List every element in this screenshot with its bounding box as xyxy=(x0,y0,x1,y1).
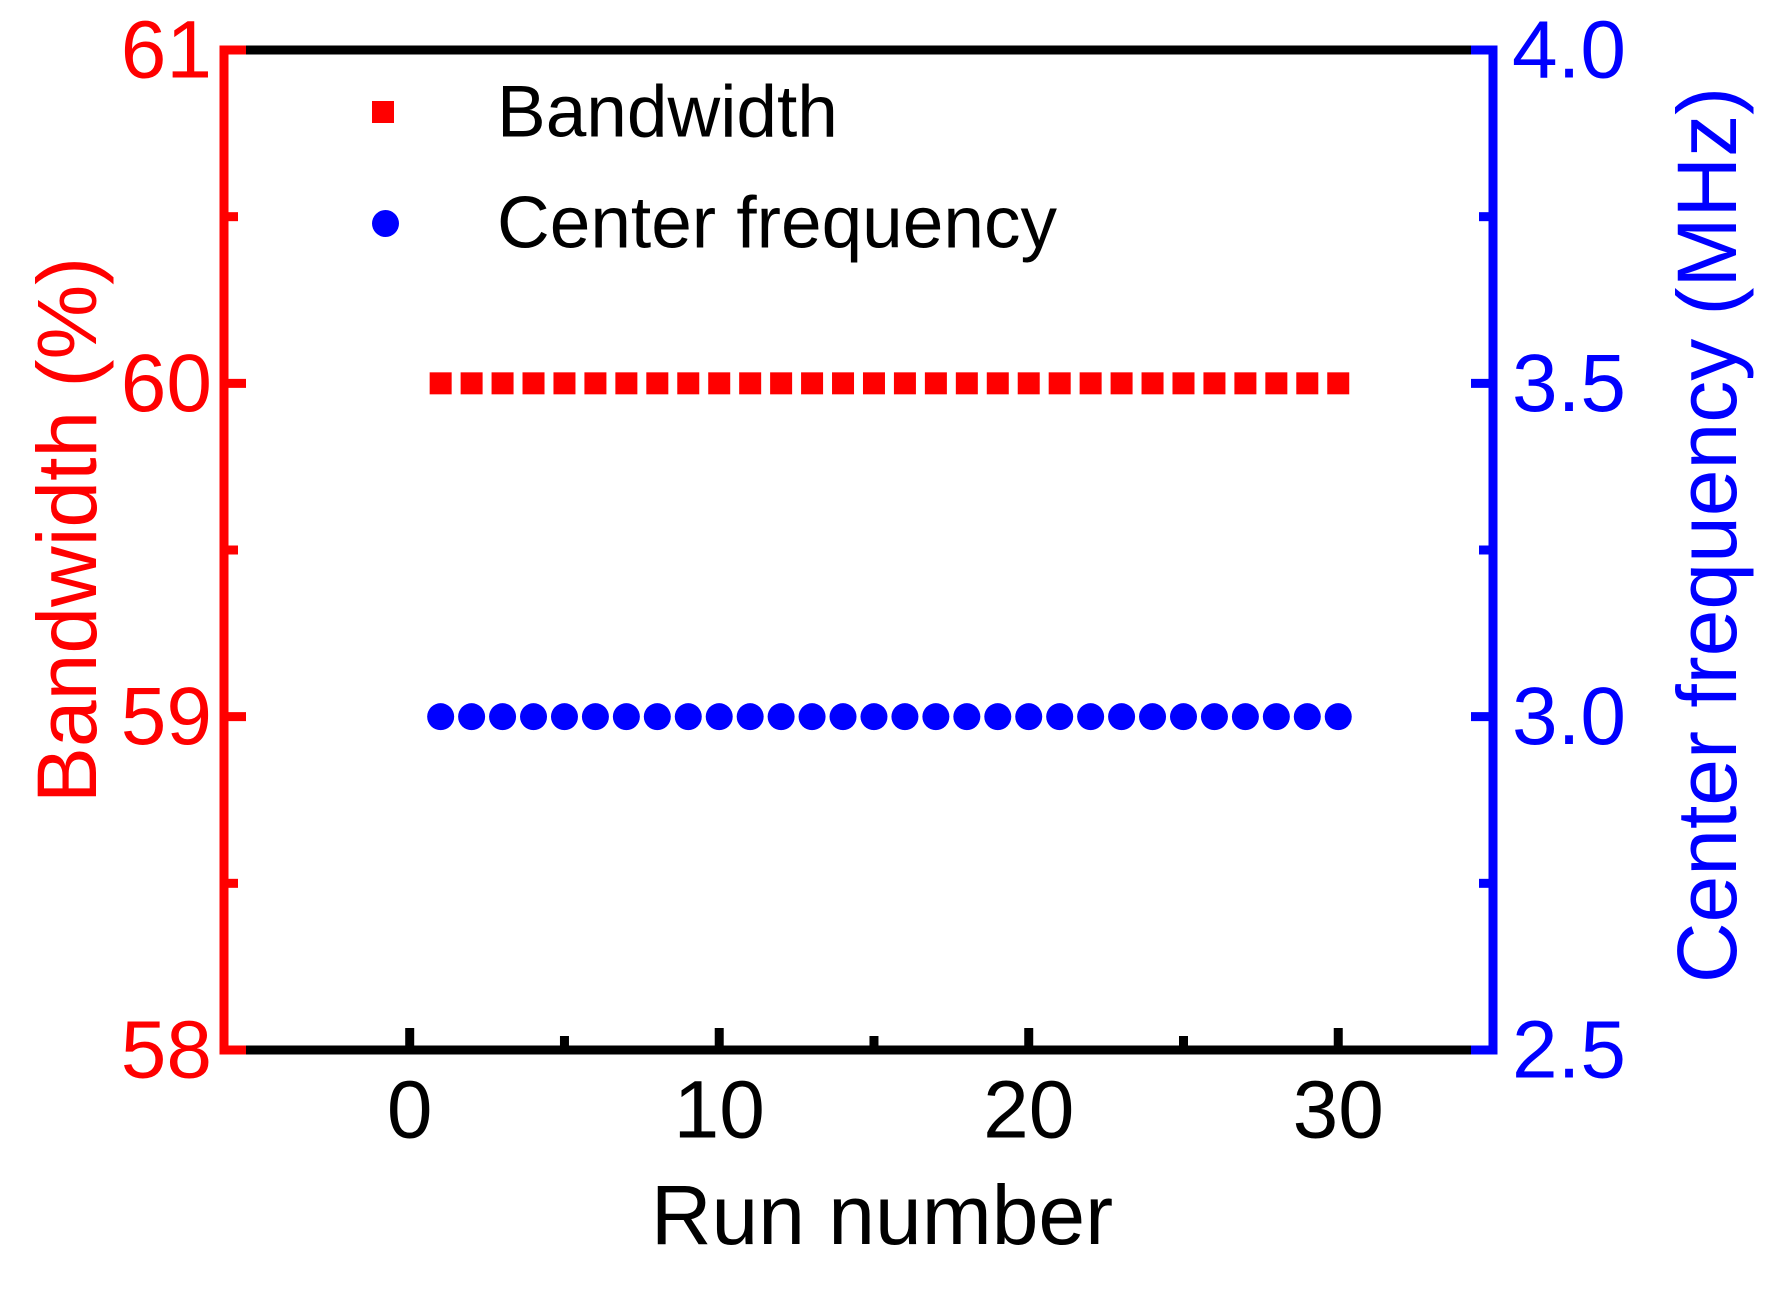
data-point-center-frequency xyxy=(1200,703,1228,731)
left-tick-label: 61 xyxy=(121,5,212,96)
right-tick-label: 4.0 xyxy=(1512,5,1626,96)
data-point-center-frequency xyxy=(1046,703,1074,731)
data-point-center-frequency xyxy=(829,703,857,731)
data-point-center-frequency xyxy=(1231,703,1259,731)
data-point-center-frequency xyxy=(1169,703,1197,731)
data-point-bandwidth xyxy=(1172,372,1195,395)
data-point-bandwidth xyxy=(924,372,947,395)
data-point-bandwidth xyxy=(646,372,669,395)
data-point-center-frequency xyxy=(984,703,1012,731)
x-tick-label: 0 xyxy=(387,1065,433,1156)
left-tick-label: 60 xyxy=(121,338,212,429)
data-point-center-frequency xyxy=(1108,703,1136,731)
legend-marker-center-frequency-icon xyxy=(372,210,399,237)
data-point-center-frequency xyxy=(550,703,578,731)
data-point-bandwidth xyxy=(893,372,916,395)
data-point-center-frequency xyxy=(798,703,826,731)
data-point-center-frequency xyxy=(767,703,795,731)
data-point-bandwidth xyxy=(739,372,762,395)
data-point-center-frequency xyxy=(674,703,702,731)
data-point-bandwidth xyxy=(1110,372,1133,395)
data-point-bandwidth xyxy=(460,372,483,395)
data-point-bandwidth xyxy=(1234,372,1257,395)
data-point-bandwidth xyxy=(801,372,824,395)
right-tick-label: 3.0 xyxy=(1512,671,1626,762)
data-point-bandwidth xyxy=(615,372,638,395)
data-point-center-frequency xyxy=(922,703,950,731)
data-point-bandwidth xyxy=(677,372,700,395)
left-tick-label: 59 xyxy=(121,671,212,762)
legend-label-bandwidth: Bandwidth xyxy=(497,71,838,153)
data-point-center-frequency xyxy=(1324,703,1352,731)
data-point-center-frequency xyxy=(581,703,609,731)
x-tick-label: 20 xyxy=(983,1065,1074,1156)
right-axis-title: Center frequency (MHz) xyxy=(1660,86,1754,984)
data-point-bandwidth xyxy=(1048,372,1071,395)
data-point-bandwidth xyxy=(553,372,576,395)
data-point-bandwidth xyxy=(955,372,978,395)
right-tick-label: 2.5 xyxy=(1512,1005,1626,1096)
x-tick-label: 30 xyxy=(1293,1065,1384,1156)
data-point-bandwidth xyxy=(1141,372,1164,395)
data-point-center-frequency xyxy=(891,703,919,731)
data-point-bandwidth xyxy=(986,372,1009,395)
x-axis-title: Run number xyxy=(650,1168,1114,1262)
data-point-bandwidth xyxy=(1296,372,1319,395)
data-point-center-frequency xyxy=(1015,703,1043,731)
data-point-center-frequency xyxy=(427,703,455,731)
data-point-center-frequency xyxy=(953,703,981,731)
data-point-center-frequency xyxy=(1077,703,1105,731)
data-point-bandwidth xyxy=(522,372,545,395)
data-point-center-frequency xyxy=(736,703,764,731)
data-point-bandwidth xyxy=(1017,372,1040,395)
data-point-center-frequency xyxy=(612,703,640,731)
legend-label-center-frequency: Center frequency xyxy=(497,182,1057,264)
data-point-bandwidth xyxy=(770,372,793,395)
x-tick-label: 10 xyxy=(674,1065,765,1156)
data-point-center-frequency xyxy=(1262,703,1290,731)
data-point-center-frequency xyxy=(705,703,733,731)
data-point-bandwidth xyxy=(1079,372,1102,395)
data-point-center-frequency xyxy=(520,703,548,731)
data-point-center-frequency xyxy=(489,703,517,731)
data-point-bandwidth xyxy=(832,372,855,395)
data-point-center-frequency xyxy=(1293,703,1321,731)
left-axis-title: Bandwidth (%) xyxy=(20,256,114,804)
left-tick-label: 58 xyxy=(121,1005,212,1096)
data-point-bandwidth xyxy=(1327,372,1350,395)
data-point-center-frequency xyxy=(860,703,888,731)
data-point-center-frequency xyxy=(643,703,671,731)
data-point-bandwidth xyxy=(1203,372,1226,395)
data-point-bandwidth xyxy=(491,372,514,395)
data-point-bandwidth xyxy=(429,372,452,395)
data-point-center-frequency xyxy=(458,703,486,731)
data-point-bandwidth xyxy=(1265,372,1288,395)
data-point-bandwidth xyxy=(862,372,885,395)
legend-marker-bandwidth-icon xyxy=(372,101,394,123)
data-point-center-frequency xyxy=(1139,703,1167,731)
data-point-bandwidth xyxy=(708,372,731,395)
right-tick-label: 3.5 xyxy=(1512,338,1626,429)
data-point-bandwidth xyxy=(584,372,607,395)
